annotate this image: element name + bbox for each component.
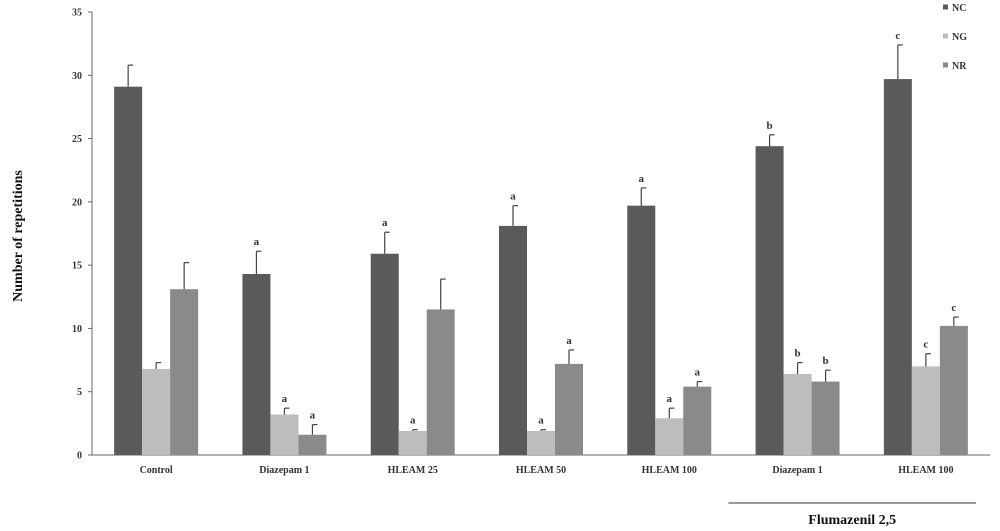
bar-nr [426,309,455,455]
legend-label-nr: NR [952,61,967,72]
y-tick-label: 25 [72,134,82,145]
y-tick-label: 5 [77,387,82,398]
legend-swatch-nc [943,4,948,10]
significance-label: a [410,415,416,427]
group-label: Flumazenil 2,5 [808,513,896,528]
significance-label: a [538,415,544,427]
y-tick-label: 20 [72,197,82,208]
significance-label: a [282,393,288,405]
bar-nc [499,225,527,455]
bar-nc [627,205,656,455]
legend-label-ng: NG [952,32,967,43]
bar-nr [298,434,327,455]
significance-label: b [767,120,773,132]
x-tick-label: Control [140,465,173,476]
bar-nc [755,146,784,455]
legend-swatch-nr [943,62,948,68]
bar-nr [939,325,968,455]
y-tick-label: 10 [72,324,82,335]
bar-ng [783,373,812,455]
significance-label: a [566,335,572,347]
bar-ng [270,414,299,455]
significance-label: a [667,393,673,405]
legend-swatch-ng [943,33,948,39]
y-tick-label: 30 [72,71,82,82]
y-tick-label: 35 [72,8,82,19]
y-tick-label: 0 [77,451,82,462]
significance-label: a [254,236,260,248]
x-tick-label: Diazepam 1 [259,465,309,476]
category-labels: Control Diazepam 1 HLEAM 25 HLEAM 50 HLEAM 1… [140,465,954,476]
bar-ng [398,430,427,455]
x-tick-label: HLEAM 100 [898,465,953,476]
x-tick-label: Diazepam 1 [772,465,822,476]
bar-ng [655,418,684,455]
bar-ng [142,368,171,455]
significance-label: a [639,173,645,185]
chart-legend: NC NG NR [943,3,967,72]
significance-label: c [895,30,900,42]
legend-label-nc: NC [952,3,966,14]
significance-label: c [951,302,956,314]
significance-label: b [795,348,801,360]
bar-nr [555,363,583,455]
bar-ng [911,366,940,455]
significance-label: a [695,367,701,379]
bar-nc [883,79,912,455]
significance-label: a [382,217,388,229]
chart-axes: 0 5 10 15 20 25 30 35 [72,8,990,462]
bar-nc [114,86,143,456]
bar-nr [683,386,712,455]
y-axis-title: Number of repetitions [11,170,26,302]
x-tick-label: HLEAM 100 [642,465,697,476]
significance-label: b [823,355,829,367]
bar-ng [527,430,555,455]
x-tick-label: HLEAM 50 [516,465,566,476]
y-tick-label: 15 [72,261,82,272]
bar-nr [170,289,199,455]
significance-label: c [923,339,928,351]
bar-nc [242,274,271,455]
significance-label: a [510,191,516,203]
bar-nc [370,253,399,455]
chart-bars: a a a a a a a a a a a b b b c c c [114,30,968,456]
bar-nr [811,381,840,455]
x-tick-label: HLEAM 25 [388,465,438,476]
significance-label: a [310,410,316,422]
